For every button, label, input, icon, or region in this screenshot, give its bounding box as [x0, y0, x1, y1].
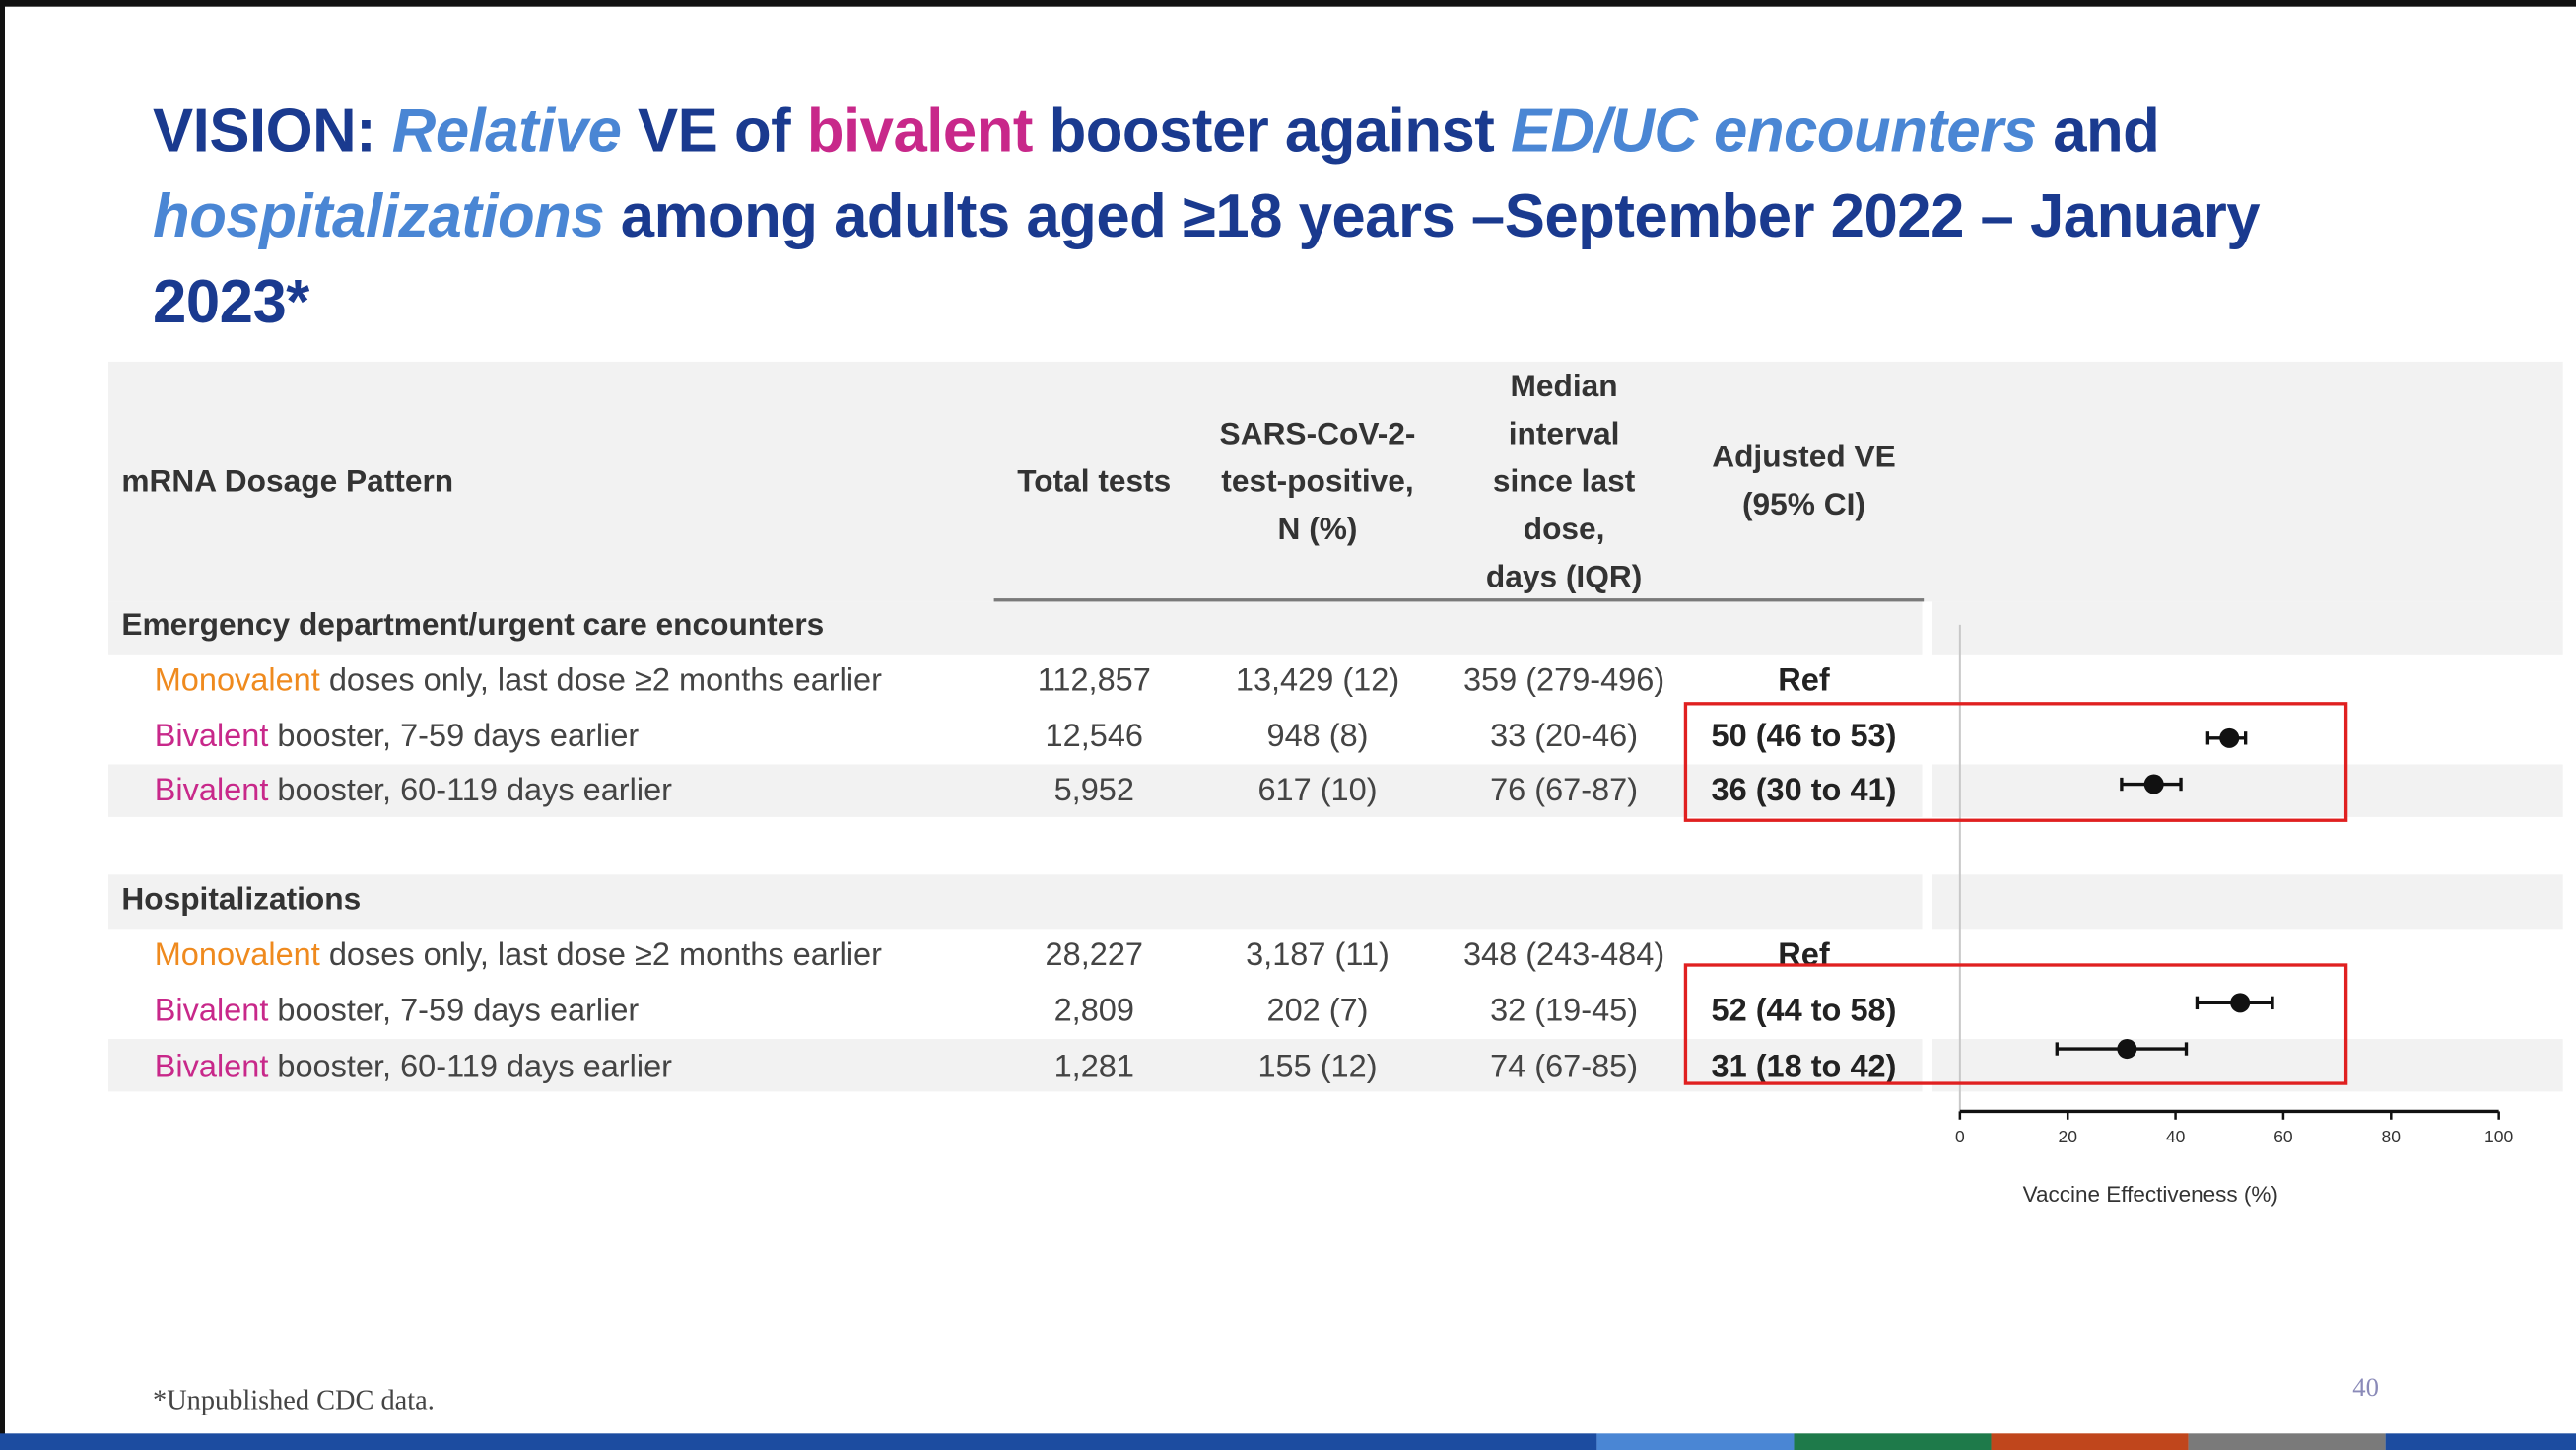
cell-median: 32 (19-45): [1490, 993, 1639, 1030]
row-label-lead: Bivalent: [154, 993, 269, 1030]
x-tick-label: 40: [2166, 1127, 2186, 1146]
chart-gap: [1922, 601, 1932, 1112]
footnote: *Unpublished CDC data.: [153, 1384, 435, 1415]
ve-point: [2143, 774, 2164, 794]
header-median-line: dose,: [1523, 513, 1605, 548]
highlight-box-hospitalizations: [1683, 963, 2348, 1085]
x-tick-label: 100: [2484, 1127, 2513, 1146]
title-part: bivalent: [806, 97, 1034, 165]
cell-median: 359 (279-496): [1462, 662, 1665, 699]
row-label: Monovalent doses only, last dose ≥2 mont…: [155, 662, 882, 700]
title-part: VISION:: [153, 97, 392, 165]
header-median-line: days (IQR): [1485, 560, 1643, 595]
title-part: Relative: [391, 97, 622, 165]
title-part: booster against: [1032, 97, 1512, 165]
bottom-bar-segment: [1596, 1433, 1795, 1450]
row-label-rest: booster, 60-119 days earlier: [268, 772, 672, 809]
row-label: Bivalent booster, 7-59 days earlier: [155, 993, 640, 1030]
section-label-ed-uc: Emergency department/urgent care encount…: [121, 608, 825, 644]
row-label-rest: doses only, last dose ≥2 months earlier: [319, 662, 882, 699]
cell-total-tests: 1,281: [1053, 1049, 1134, 1085]
row-band: [108, 874, 2563, 930]
row-label-lead: Bivalent: [154, 772, 269, 809]
title-part: VE of: [621, 97, 807, 165]
left-border: [0, 0, 6, 1450]
cell-positive: 13,429 (12): [1235, 662, 1400, 699]
top-border: [0, 0, 2576, 7]
x-axis-label: Vaccine Effectiveness (%): [2023, 1182, 2278, 1207]
row-label-rest: doses only, last dose ≥2 months earlier: [319, 936, 882, 974]
bottom-bar-segment: [2188, 1433, 2386, 1450]
header-median-line: Median: [1510, 370, 1618, 405]
header-pattern: mRNA Dosage Pattern: [121, 464, 454, 501]
cell-total-tests: 12,546: [1045, 718, 1144, 755]
row-label-rest: booster, 60-119 days earlier: [268, 1049, 672, 1085]
cell-adjusted-ve: Ref: [1778, 662, 1830, 699]
cell-adjusted-ve: 50 (46 to 53): [1711, 718, 1897, 755]
ve-point: [2117, 1039, 2137, 1060]
ve-point: [2230, 993, 2251, 1013]
row-band: [108, 601, 2563, 655]
row-label-rest: booster, 7-59 days earlier: [268, 993, 640, 1030]
header-positive: SARS-CoV-2- test-positive, N (%): [1192, 411, 1442, 554]
cell-positive: 3,187 (11): [1246, 936, 1390, 974]
title-part: ED/UC encounters: [1511, 97, 2037, 165]
row-label: Bivalent booster, 7-59 days earlier: [155, 719, 640, 756]
row-label-lead: Monovalent: [154, 662, 320, 699]
cell-total-tests: 5,952: [1053, 772, 1134, 809]
row-label: Monovalent doses only, last dose ≥2 mont…: [155, 937, 882, 975]
x-tick-label: 60: [2273, 1127, 2293, 1146]
header-positive-line: SARS-CoV-2-: [1219, 417, 1416, 452]
cell-median: 76 (67-87): [1490, 772, 1639, 809]
x-tick-label: 80: [2382, 1127, 2402, 1146]
row-label-lead: Bivalent: [154, 718, 269, 755]
page-number: 40: [2352, 1374, 2379, 1403]
header-ve-line: (95% CI): [1741, 488, 1865, 523]
cell-adjusted-ve: 52 (44 to 58): [1711, 993, 1897, 1030]
header-band: [108, 361, 2563, 602]
cell-total-tests: 112,857: [1037, 662, 1151, 699]
bottom-bar-segment: [1794, 1433, 1992, 1450]
header-ve-line: Adjusted VE: [1712, 440, 1896, 475]
row-label: Bivalent booster, 60-119 days earlier: [155, 773, 672, 810]
header-median-interval: Median interval since last dose, days (I…: [1443, 364, 1686, 602]
cell-positive: 948 (8): [1266, 718, 1369, 755]
x-tick-label: 0: [1955, 1127, 1965, 1146]
cell-median: 348 (243-484): [1462, 936, 1665, 974]
header-positive-line: test-positive,: [1221, 464, 1414, 501]
header-total-tests: Total tests: [1017, 464, 1172, 501]
ve-point: [2219, 727, 2240, 748]
row-label: Bivalent booster, 60-119 days earlier: [155, 1049, 672, 1086]
row-label-lead: Monovalent: [154, 936, 320, 974]
header-positive-line: N (%): [1277, 513, 1358, 548]
bottom-bar-segment: [2385, 1433, 2576, 1450]
cell-positive: 155 (12): [1257, 1049, 1378, 1085]
forest-plot: 0 20 40 60 80 100 Vaccine Effectiveness (%): [1955, 624, 2514, 1207]
header-rule: [993, 598, 1925, 602]
cell-median: 33 (20-46): [1490, 718, 1639, 755]
cell-adjusted-ve: 36 (30 to 41): [1711, 772, 1897, 809]
header-median-line: since last: [1492, 464, 1636, 501]
row-label-lead: Bivalent: [154, 1049, 269, 1085]
cell-adjusted-ve: Ref: [1778, 936, 1830, 974]
header-adjusted-ve: Adjusted VE (95% CI): [1692, 434, 1916, 529]
slide-title: VISION: Relative VE of bivalent booster …: [153, 89, 2420, 345]
title-part: hospitalizations: [153, 182, 605, 250]
row-label-rest: booster, 7-59 days earlier: [268, 718, 640, 755]
bottom-bar-segment: [0, 1433, 1597, 1450]
cell-total-tests: 2,809: [1053, 993, 1134, 1030]
cell-median: 74 (67-85): [1490, 1049, 1639, 1085]
cell-adjusted-ve: 31 (18 to 42): [1711, 1049, 1897, 1085]
header-median-line: interval: [1508, 417, 1620, 452]
cell-positive: 617 (10): [1257, 772, 1378, 809]
bottom-bar-segment: [1991, 1433, 2189, 1450]
cell-positive: 202 (7): [1266, 993, 1369, 1030]
section-label-hospitalizations: Hospitalizations: [121, 882, 362, 918]
cell-total-tests: 28,227: [1045, 936, 1144, 974]
highlight-box-ed-uc: [1683, 702, 2348, 822]
title-part: among adults aged ≥18 years –September 2…: [153, 182, 2261, 336]
title-part: and: [2036, 97, 2160, 165]
x-tick-label: 20: [2058, 1127, 2077, 1146]
